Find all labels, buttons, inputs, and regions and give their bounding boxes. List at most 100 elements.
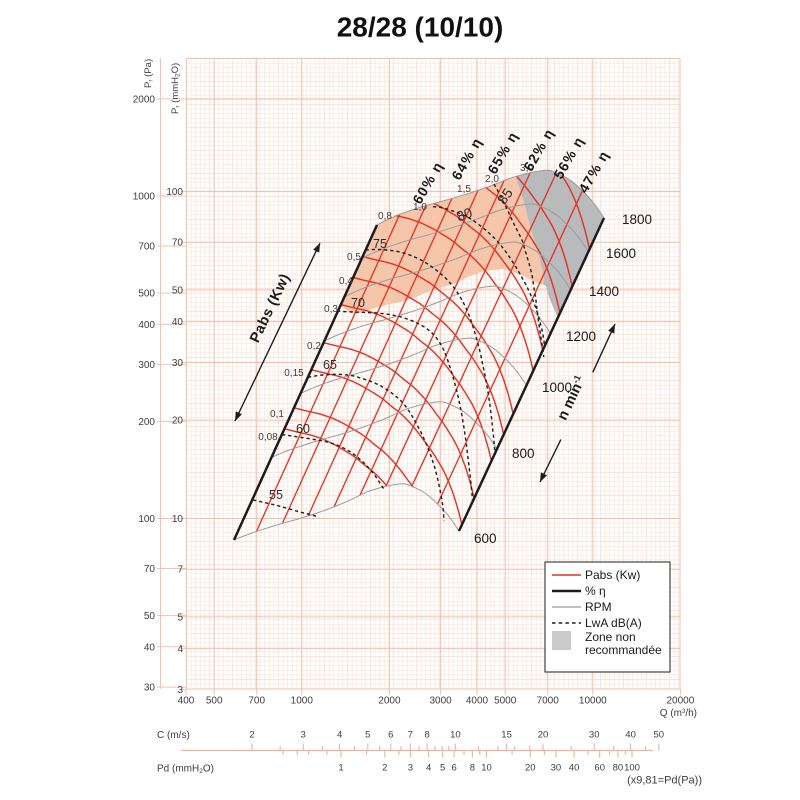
svg-text:1200: 1200	[566, 329, 596, 344]
svg-text:55: 55	[269, 488, 283, 502]
svg-text:75: 75	[373, 237, 387, 251]
svg-text:(x9,81=Pd(Pa)): (x9,81=Pd(Pa))	[627, 775, 702, 787]
svg-text:4000: 4000	[466, 696, 489, 707]
svg-text:800: 800	[512, 446, 535, 461]
svg-text:Pr (mmH2O): Pr (mmH2O)	[170, 63, 182, 114]
svg-text:400: 400	[138, 320, 155, 331]
svg-text:8: 8	[470, 763, 475, 774]
svg-text:70: 70	[172, 238, 184, 249]
svg-text:0,2: 0,2	[307, 341, 321, 352]
svg-text:recommandée: recommandée	[585, 643, 662, 657]
svg-text:1000: 1000	[291, 696, 314, 707]
svg-text:40: 40	[625, 730, 636, 741]
svg-text:60: 60	[594, 763, 605, 774]
svg-text:Pr (Pa): Pr (Pa)	[143, 59, 155, 88]
svg-text:70: 70	[351, 296, 365, 310]
svg-text:28/28 (10/10): 28/28 (10/10)	[337, 12, 504, 43]
svg-text:400: 400	[178, 696, 195, 707]
svg-text:100: 100	[624, 763, 640, 774]
svg-text:3000: 3000	[429, 696, 452, 707]
svg-text:LwA dB(A): LwA dB(A)	[585, 616, 642, 630]
svg-text:50: 50	[144, 611, 156, 622]
svg-text:Zone non: Zone non	[585, 630, 636, 644]
svg-text:500: 500	[206, 696, 223, 707]
svg-text:7: 7	[177, 565, 183, 576]
svg-text:C (m/s): C (m/s)	[157, 730, 190, 741]
svg-text:2000: 2000	[133, 94, 156, 105]
svg-text:4: 4	[337, 730, 342, 741]
svg-text:0,8: 0,8	[378, 211, 392, 222]
svg-text:1: 1	[338, 763, 343, 774]
svg-text:20: 20	[538, 730, 549, 741]
svg-text:1,0: 1,0	[413, 202, 427, 213]
svg-text:10: 10	[450, 730, 461, 741]
svg-text:200: 200	[138, 417, 155, 428]
svg-text:5: 5	[177, 612, 183, 623]
svg-text:1800: 1800	[622, 212, 652, 227]
svg-text:700: 700	[138, 242, 155, 253]
svg-text:20000: 20000	[666, 696, 694, 707]
svg-text:5: 5	[440, 763, 445, 774]
svg-text:7: 7	[408, 730, 413, 741]
svg-text:15: 15	[501, 730, 512, 741]
svg-text:65% η: 65% η	[484, 128, 521, 176]
svg-text:10: 10	[481, 763, 492, 774]
svg-text:40: 40	[144, 642, 156, 653]
svg-text:50: 50	[172, 285, 184, 296]
svg-text:1400: 1400	[589, 284, 619, 299]
svg-text:0,15: 0,15	[284, 368, 304, 379]
svg-text:8: 8	[425, 730, 430, 741]
svg-text:1000: 1000	[133, 192, 156, 203]
svg-text:6: 6	[452, 763, 457, 774]
svg-text:0,4: 0,4	[339, 276, 353, 287]
svg-text:100: 100	[138, 514, 155, 525]
svg-text:100: 100	[166, 187, 183, 198]
svg-text:80: 80	[454, 204, 474, 224]
svg-text:70: 70	[144, 564, 156, 575]
svg-text:0,1: 0,1	[270, 409, 284, 420]
svg-text:500: 500	[138, 289, 155, 300]
svg-text:3: 3	[301, 730, 306, 741]
svg-text:0,3: 0,3	[324, 304, 338, 315]
svg-text:300: 300	[138, 360, 155, 371]
svg-text:Pabs (Kw): Pabs (Kw)	[585, 568, 640, 582]
svg-text:20: 20	[172, 416, 184, 427]
svg-text:50: 50	[654, 730, 665, 741]
svg-text:RPM: RPM	[585, 600, 612, 614]
svg-text:7000: 7000	[537, 696, 560, 707]
svg-text:10: 10	[172, 514, 184, 525]
svg-text:60: 60	[296, 422, 310, 436]
svg-text:2,0: 2,0	[485, 174, 499, 185]
svg-text:65: 65	[323, 358, 337, 372]
svg-text:5: 5	[365, 730, 370, 741]
svg-text:30: 30	[589, 730, 600, 741]
svg-text:6: 6	[388, 730, 393, 741]
svg-text:30: 30	[551, 763, 562, 774]
svg-text:30: 30	[144, 683, 156, 694]
svg-text:5000: 5000	[494, 696, 517, 707]
svg-text:80: 80	[613, 763, 624, 774]
svg-text:1,5: 1,5	[457, 184, 471, 195]
svg-text:% η: % η	[585, 584, 606, 598]
svg-text:4: 4	[177, 644, 183, 655]
svg-text:2: 2	[382, 763, 387, 774]
svg-text:4: 4	[426, 763, 431, 774]
svg-text:3: 3	[408, 763, 413, 774]
svg-text:10000: 10000	[579, 696, 607, 707]
svg-text:Q (m3/h): Q (m3/h)	[660, 708, 697, 719]
svg-text:600: 600	[474, 531, 497, 546]
svg-text:40: 40	[172, 317, 184, 328]
svg-text:47% η: 47% η	[575, 147, 612, 195]
svg-text:Pd (mmH2O): Pd (mmH2O)	[157, 764, 214, 776]
svg-text:0,5: 0,5	[347, 252, 361, 263]
svg-text:20: 20	[525, 763, 536, 774]
svg-text:700: 700	[248, 696, 265, 707]
svg-text:1600: 1600	[606, 246, 636, 261]
svg-text:1000: 1000	[542, 380, 572, 395]
svg-text:30: 30	[172, 358, 184, 369]
svg-text:0,08: 0,08	[258, 432, 278, 443]
svg-text:2: 2	[249, 730, 254, 741]
svg-text:3: 3	[177, 685, 183, 696]
svg-text:2000: 2000	[378, 696, 401, 707]
svg-text:40: 40	[569, 763, 580, 774]
